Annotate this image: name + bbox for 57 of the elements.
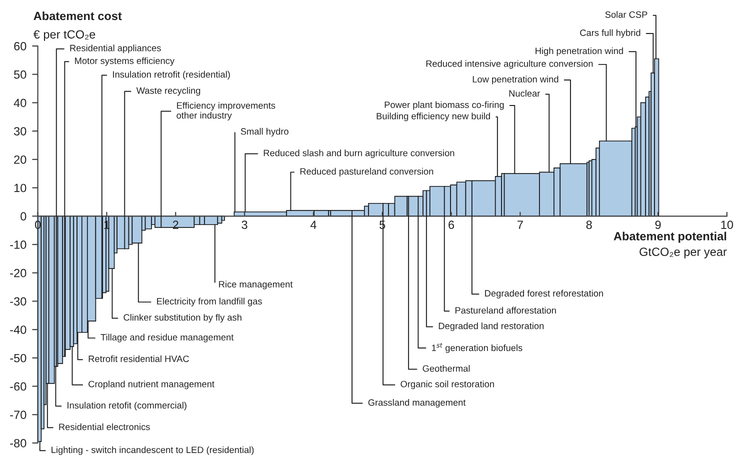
annotation: Residential appliances: [70, 44, 161, 54]
annotation: Reduced pastureland conversion: [300, 168, 434, 176]
annotation: Low penetration wind: [472, 76, 558, 84]
y-tick-label: -70: [10, 410, 26, 420]
annotation: Pastureland afforestation: [455, 306, 556, 314]
y-tick-label: -30: [10, 297, 26, 306]
annotation: Cars full hybrid: [580, 29, 640, 38]
annotation: Solar CSP: [605, 11, 648, 18]
annotation: Reduced slash and burn agriculture conversion: [264, 149, 454, 158]
y-tick-label: -80: [10, 439, 26, 448]
y-tick-label: 40: [14, 98, 26, 108]
annotation: Reduced intensive agriculture conversion: [426, 60, 593, 69]
annotation: Insulation retofit (commercial): [68, 402, 186, 410]
x-tick-label: 7: [518, 220, 523, 229]
annotation: Lighting - switch incandescent to LED (residential): [52, 446, 254, 455]
annotation: Insulation retrofit (residential): [113, 70, 230, 80]
annotation: Clinker substitution by fly ash: [124, 314, 242, 322]
annotation: Electricity from landfill gas: [157, 298, 262, 306]
x-tick-label: 8: [586, 220, 592, 229]
x-axis-title: Abatement potential GtCO₂e per year: [614, 232, 727, 258]
x-tick-label: 6: [448, 220, 454, 229]
x-tick-label: 10: [721, 220, 734, 229]
annotation: High penetration wind: [536, 47, 623, 56]
annotation: Degraded forest reforestation: [485, 290, 603, 298]
annotation: 1$^{st}$ generation biofuels: [432, 342, 522, 353]
y-tick-label: 20: [14, 155, 26, 164]
y-tick-label: 50: [14, 70, 26, 79]
x-tick-label: 9: [655, 220, 661, 229]
x-tick-label: 4: [310, 220, 316, 229]
annotation: Tillage and residue management: [100, 334, 234, 342]
annotation: Rice management: [219, 280, 293, 290]
y-tick-label: 10: [14, 184, 26, 192]
annotation: Efficiency improvements other industry: [176, 102, 276, 120]
annotation: Cropland nutrient management: [88, 380, 214, 390]
y-tick-label: 30: [14, 127, 26, 136]
annotation: Grassland management: [368, 399, 466, 408]
annotation: Motor systems efficiency: [75, 57, 174, 66]
annotation: Building efficiency new build: [376, 112, 490, 122]
y-tick-label: 0: [20, 212, 26, 221]
y-tick-label: -10: [10, 240, 26, 249]
annotation: Degraded land restoration: [438, 322, 544, 331]
annotation: Small hydro: [240, 128, 288, 136]
y-tick-label: 60: [14, 42, 26, 50]
annotation: Power plant biomass co-firing: [384, 101, 504, 110]
x-tick-label: 2: [172, 220, 178, 229]
y-tick-label: -60: [10, 382, 26, 391]
y-tick-label: -40: [10, 326, 26, 334]
y-axis-title: Abatement cost € per tCO₂e: [33, 12, 122, 41]
annotation: Waste recycling: [136, 87, 200, 96]
annotation: Residential electronics: [59, 423, 150, 430]
x-tick-label: 3: [242, 220, 248, 229]
y-tick-label: -20: [10, 268, 26, 278]
annotation: Organic soil restoration: [400, 380, 494, 390]
annotation: Retrofit residential HVAC: [88, 355, 189, 362]
y-tick-label: -50: [10, 354, 26, 362]
annotation: Nuclear: [509, 90, 540, 97]
annotation: Geothermal: [422, 364, 470, 372]
